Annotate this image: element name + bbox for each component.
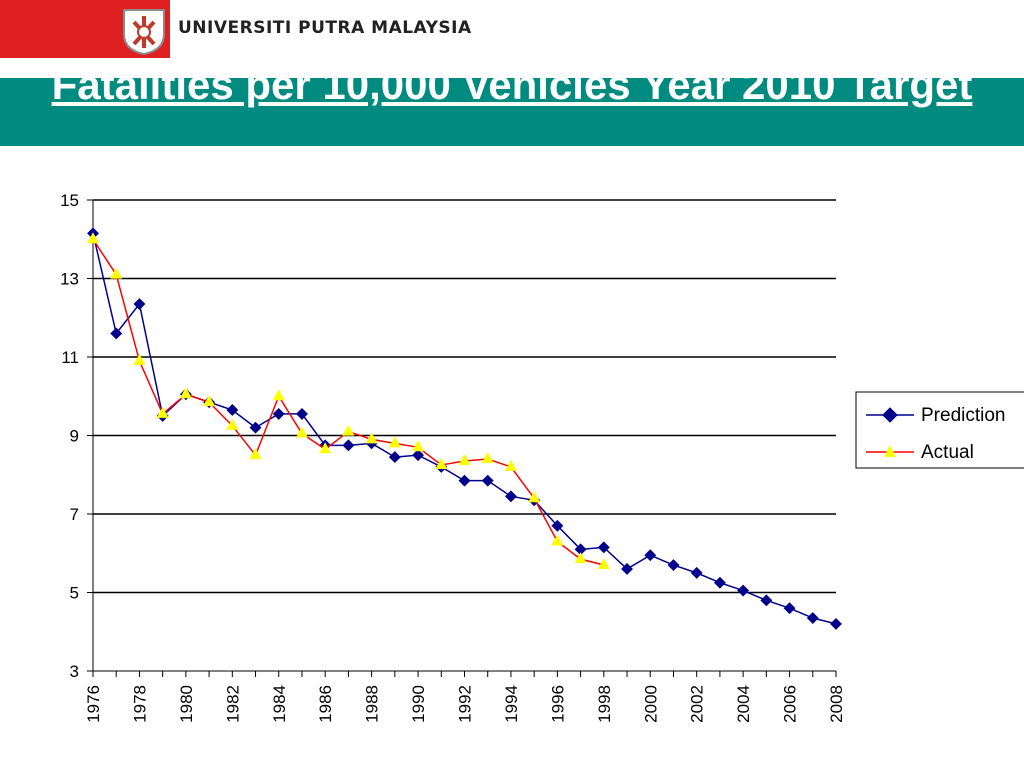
point-actual-1998 (597, 558, 610, 570)
point-actual-1982 (226, 418, 239, 430)
point-prediction-1993 (481, 474, 494, 487)
x-tick-label-2000: 2000 (641, 685, 660, 723)
x-tick-label-1986: 1986 (316, 685, 335, 723)
x-tick-label-2002: 2002 (688, 685, 707, 723)
point-actual-1990 (412, 440, 425, 452)
point-actual-1981 (203, 395, 216, 407)
point-actual-1984 (272, 389, 285, 401)
x-tick-label-1992: 1992 (456, 685, 475, 723)
point-actual-1986 (319, 442, 332, 454)
y-tick-label-9: 9 (70, 427, 79, 446)
point-prediction-1983 (249, 421, 262, 434)
point-actual-1977 (110, 267, 123, 279)
y-tick-label-3: 3 (70, 662, 79, 681)
point-prediction-2002 (690, 566, 703, 579)
point-prediction-1982 (226, 404, 239, 416)
point-prediction-1989 (388, 451, 401, 464)
point-prediction-1994 (504, 490, 517, 503)
chart-gridlines (93, 199, 836, 594)
x-tick-label-1980: 1980 (177, 685, 196, 723)
point-prediction-1996 (551, 519, 564, 532)
point-actual-1979 (156, 406, 169, 418)
point-actual-1992 (458, 454, 471, 466)
point-actual-1978 (133, 353, 146, 365)
chart-legend: Prediction Actual (855, 391, 1024, 469)
y-axis-ticks: 3 5 7 9 11 13 15 (60, 191, 93, 681)
point-prediction-2000 (644, 549, 657, 562)
y-tick-label-11: 11 (61, 348, 79, 367)
point-actual-1996 (551, 534, 564, 546)
page-title: Fatalities per 10,000 Vehicles Year 2010… (51, 78, 973, 108)
point-prediction-2007 (806, 612, 819, 624)
legend-actual-marker (884, 445, 896, 457)
y-tick-label-7: 7 (70, 505, 79, 524)
series-line-actual (92, 238, 604, 566)
point-actual-1997 (574, 552, 587, 564)
upm-crest-icon (123, 9, 165, 56)
header-bar: UNIVERSITI PUTRA MALAYSIA (0, 0, 1024, 60)
x-tick-label-1990: 1990 (409, 685, 428, 723)
x-tick-label-1996: 1996 (548, 685, 567, 723)
point-prediction-1984 (272, 407, 285, 420)
x-tick-label-1976: 1976 (84, 685, 103, 723)
x-axis-ticks: 1976 1978 1980 1982 1984 1986 1988 1990 1992 1994… (84, 671, 846, 723)
point-prediction-2003 (713, 576, 726, 589)
point-actual-1976 (87, 232, 99, 244)
point-prediction-1992 (458, 474, 471, 487)
point-prediction-1985 (296, 407, 308, 420)
point-prediction-2008 (830, 617, 842, 630)
series-line-prediction (92, 233, 837, 625)
point-actual-1983 (249, 448, 262, 460)
x-tick-label-2008: 2008 (827, 685, 846, 723)
x-tick-label-1984: 1984 (270, 685, 289, 723)
series-prediction (87, 227, 842, 630)
point-prediction-1990 (412, 449, 425, 462)
point-actual-1987 (342, 424, 355, 436)
point-actual-1993 (481, 452, 494, 464)
point-prediction-2001 (667, 559, 680, 571)
point-actual-1980 (179, 387, 192, 399)
point-prediction-1999 (621, 563, 633, 575)
point-prediction-1977 (110, 327, 123, 340)
legend-actual-label: Actual (921, 442, 974, 463)
point-actual-1989 (388, 436, 401, 448)
chart-series (87, 227, 842, 630)
x-tick-label-1978: 1978 (130, 685, 149, 723)
x-tick-label-1998: 1998 (595, 685, 614, 723)
point-actual-1994 (504, 459, 517, 471)
legend-box (855, 391, 1024, 469)
point-actual-1985 (295, 426, 308, 438)
y-tick-label-5: 5 (70, 584, 79, 603)
legend-prediction-label: Prediction (921, 405, 1006, 426)
point-prediction-1997 (574, 543, 587, 556)
x-tick-label-1988: 1988 (363, 685, 382, 723)
title-banner: Fatalities per 10,000 Vehicles Year 2010… (0, 78, 1024, 146)
series-actual (87, 232, 610, 570)
point-prediction-1987 (342, 439, 355, 452)
point-actual-1988 (365, 432, 378, 444)
point-prediction-2006 (783, 602, 796, 615)
point-prediction-2005 (760, 594, 773, 607)
point-actual-1991 (435, 457, 448, 469)
x-tick-label-1982: 1982 (223, 685, 242, 723)
x-tick-label-2006: 2006 (781, 685, 800, 723)
point-prediction-2004 (737, 584, 750, 597)
x-tick-label-1994: 1994 (502, 685, 521, 723)
point-prediction-1998 (597, 541, 610, 554)
y-tick-label-15: 15 (60, 191, 79, 210)
y-tick-label-13: 13 (60, 270, 79, 289)
university-name: UNIVERSITI PUTRA MALAYSIA (178, 18, 472, 38)
x-tick-label-2004: 2004 (734, 685, 753, 723)
point-actual-1995 (528, 491, 541, 503)
